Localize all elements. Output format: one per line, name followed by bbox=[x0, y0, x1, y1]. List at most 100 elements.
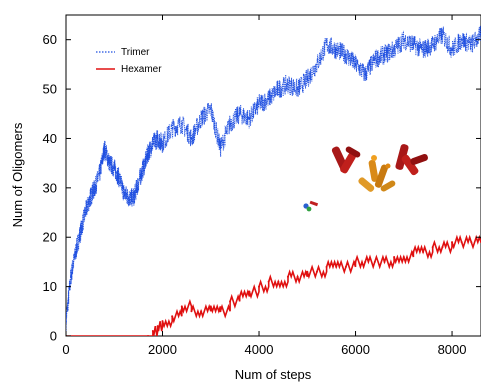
trimer-point bbox=[470, 43, 473, 46]
hexamer-point bbox=[147, 335, 150, 336]
legend: Trimer Hexamer bbox=[96, 47, 162, 75]
hexamer-point bbox=[200, 310, 203, 313]
hexamer-point bbox=[180, 305, 183, 308]
trimer-point bbox=[152, 142, 154, 145]
hexamer-point bbox=[156, 325, 159, 328]
hexamer-point bbox=[441, 246, 444, 249]
trimer-point bbox=[316, 63, 318, 66]
hexamer-point bbox=[422, 251, 425, 254]
hexamer-point bbox=[277, 280, 280, 283]
hexamer-point bbox=[190, 310, 193, 313]
hexamer-point bbox=[209, 305, 212, 308]
trimer-point bbox=[296, 88, 299, 90]
trimer-point bbox=[147, 152, 149, 155]
trimer-point bbox=[118, 177, 120, 179]
y-tick-label: 50 bbox=[43, 82, 57, 97]
trimer-point bbox=[287, 83, 289, 85]
legend-label-hexamer: Hexamer bbox=[121, 64, 162, 75]
trimer-point bbox=[451, 48, 453, 51]
hexamer-point bbox=[431, 246, 434, 249]
trimer-point bbox=[354, 63, 357, 66]
trimer-point bbox=[277, 88, 280, 90]
trimer-point bbox=[137, 182, 140, 184]
series-trimer bbox=[66, 25, 481, 332]
legend-label-trimer: Trimer bbox=[121, 47, 150, 58]
trimer-point bbox=[123, 191, 125, 194]
trimer-line bbox=[66, 25, 481, 332]
y-tick-label: 40 bbox=[43, 131, 57, 146]
trimer-point bbox=[66, 320, 67, 322]
y-tick-label: 30 bbox=[43, 180, 57, 195]
trimer-point bbox=[393, 48, 395, 51]
hexamer-point bbox=[383, 260, 386, 263]
hexamer-point bbox=[451, 241, 454, 244]
hexamer-point bbox=[354, 260, 357, 263]
trimer-point bbox=[190, 137, 193, 140]
trimer-point bbox=[89, 196, 91, 199]
trimer-point bbox=[94, 187, 96, 189]
hexamer-point bbox=[229, 300, 232, 303]
hexamer-point bbox=[460, 241, 463, 244]
y-tick-label: 0 bbox=[50, 329, 57, 344]
hexamer-structure-image bbox=[331, 144, 428, 192]
trimer-point bbox=[108, 162, 111, 164]
trimer-point bbox=[74, 251, 77, 253]
x-tick-label: 0 bbox=[62, 342, 69, 357]
hexamer-point bbox=[402, 255, 405, 258]
trimer-point bbox=[306, 78, 309, 80]
trimer-point bbox=[132, 196, 135, 199]
hexamer-point bbox=[171, 315, 174, 318]
y-tick-label: 10 bbox=[43, 279, 57, 294]
trimer-point bbox=[79, 231, 82, 234]
hexamer-point bbox=[373, 260, 376, 263]
trimer-point bbox=[127, 196, 130, 199]
series-hexamer bbox=[66, 234, 481, 336]
hexamer-point bbox=[344, 265, 347, 268]
hexamer-point bbox=[238, 295, 241, 298]
trimer-point bbox=[84, 211, 87, 214]
trimer-point bbox=[460, 38, 463, 41]
trimer-point bbox=[156, 137, 159, 140]
trimer-point bbox=[325, 43, 328, 46]
x-tick-label: 4000 bbox=[245, 342, 274, 357]
trimer-point bbox=[219, 147, 222, 150]
trimer-point bbox=[441, 33, 444, 36]
trimer-point bbox=[267, 98, 270, 100]
trimer-point bbox=[248, 117, 251, 120]
hexamer-point bbox=[335, 265, 338, 268]
hexamer-point bbox=[161, 320, 164, 323]
trimer-point bbox=[364, 73, 366, 76]
trimer-point bbox=[345, 53, 347, 56]
hexamer-point bbox=[325, 265, 328, 268]
trimer-point bbox=[258, 103, 260, 105]
hexamer-point bbox=[364, 260, 367, 263]
hexamer-point bbox=[412, 251, 415, 254]
hexamer-point bbox=[286, 275, 289, 278]
hexamer-point bbox=[315, 270, 318, 273]
trimer-point bbox=[113, 167, 116, 169]
hexamer-line bbox=[66, 234, 481, 336]
hexamer-point bbox=[393, 255, 396, 258]
trimer-point bbox=[431, 43, 434, 46]
trimer-point bbox=[98, 172, 101, 174]
trimer-point bbox=[422, 48, 424, 51]
trimer-point bbox=[335, 48, 338, 51]
trimer-point bbox=[402, 38, 405, 41]
trimer-point bbox=[238, 112, 241, 115]
trimer-point bbox=[171, 127, 173, 130]
hexamer-point bbox=[470, 241, 473, 244]
y-axis-title: Num of Oligomers bbox=[10, 122, 25, 227]
trimer-point bbox=[161, 142, 164, 145]
trimer-point bbox=[412, 43, 415, 46]
hexamer-point bbox=[219, 310, 222, 313]
trimer-point bbox=[103, 147, 106, 150]
x-tick-label: 8000 bbox=[438, 342, 467, 357]
plot-area bbox=[65, 14, 481, 337]
trimer-point bbox=[383, 53, 386, 56]
x-tick-label: 6000 bbox=[341, 342, 370, 357]
x-axis-title: Num of steps bbox=[235, 367, 312, 382]
hexamer-point bbox=[258, 285, 261, 288]
trimer-point bbox=[200, 117, 202, 120]
x-tick-label: 2000 bbox=[148, 342, 177, 357]
